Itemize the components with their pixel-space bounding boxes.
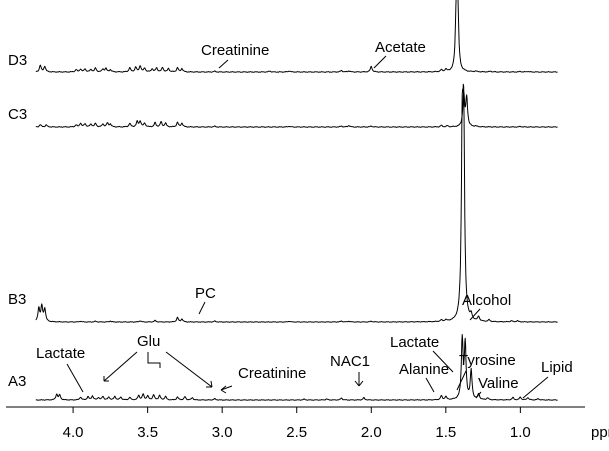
annotation-arrow-lipid <box>522 376 549 399</box>
annotation-arrows-glu <box>103 351 213 388</box>
annotation-arrow-acetate-d3 <box>373 55 387 69</box>
spectrum-trace-d3 <box>35 0 558 73</box>
x-axis: 4.0 3.5 3.0 2.5 2.0 1.5 1.0 ppm <box>6 406 609 441</box>
annotation-acetate-d3: Acetate <box>375 39 426 56</box>
peak-annotations: Creatinine Acetate PC Alcohol Lactate Gl… <box>36 39 573 399</box>
annotation-tyrosine: Tyrosine <box>459 352 516 369</box>
spectrum-trace-c3 <box>35 91 558 128</box>
x-tick-label: 3.5 <box>137 424 158 441</box>
annotation-lactate-left: Lactate <box>36 345 85 362</box>
annotation-arrow-alanine <box>425 377 435 393</box>
annotation-arrow-creatinine-a3 <box>220 385 233 394</box>
annotation-arrow-pc-b3 <box>198 301 206 315</box>
annotation-glu: Glu <box>137 333 160 350</box>
x-tick-label: 4.0 <box>63 424 84 441</box>
x-tick-label: 1.5 <box>435 424 456 441</box>
annotation-lactate-right: Lactate <box>390 334 439 351</box>
x-tick-label: 2.5 <box>286 424 307 441</box>
annotation-arrow-creatinine-d3 <box>218 59 229 69</box>
x-tick-label: 2.0 <box>361 424 382 441</box>
annotation-alcohol-b3: Alcohol <box>462 292 511 309</box>
annotation-arrow-lactate-left <box>66 363 84 393</box>
annotation-pc-b3: PC <box>195 285 216 302</box>
annotation-lipid: Lipid <box>541 359 573 376</box>
annotation-arrow-alcohol-b3 <box>469 308 481 321</box>
annotation-creatinine-a3: Creatinine <box>238 365 306 382</box>
annotation-arrow-nac1 <box>354 372 364 387</box>
annotation-arrow-valine <box>475 391 482 399</box>
annotation-arrow-tyrosine <box>456 370 467 391</box>
x-axis-label: ppm <box>591 424 609 441</box>
series-label-a3: A3 <box>8 373 26 390</box>
x-tick-label: 1.0 <box>510 424 531 441</box>
annotation-arrow-lactate-right <box>432 350 454 373</box>
spectrum-trace-a3 <box>35 334 558 401</box>
x-tick-label: 3.0 <box>212 424 233 441</box>
annotation-alanine: Alanine <box>399 361 449 378</box>
x-axis-ticks: 4.0 3.5 3.0 2.5 2.0 1.5 1.0 <box>63 407 531 441</box>
spectrum-trace-b3 <box>35 83 558 323</box>
annotation-creatinine-d3: Creatinine <box>201 42 269 59</box>
series-label-d3: D3 <box>8 52 27 69</box>
annotation-valine: Valine <box>478 375 519 392</box>
spectra-traces <box>35 0 558 401</box>
series-label-b3: B3 <box>8 291 26 308</box>
annotation-nac1: NAC1 <box>330 353 370 370</box>
series-label-c3: C3 <box>8 106 27 123</box>
